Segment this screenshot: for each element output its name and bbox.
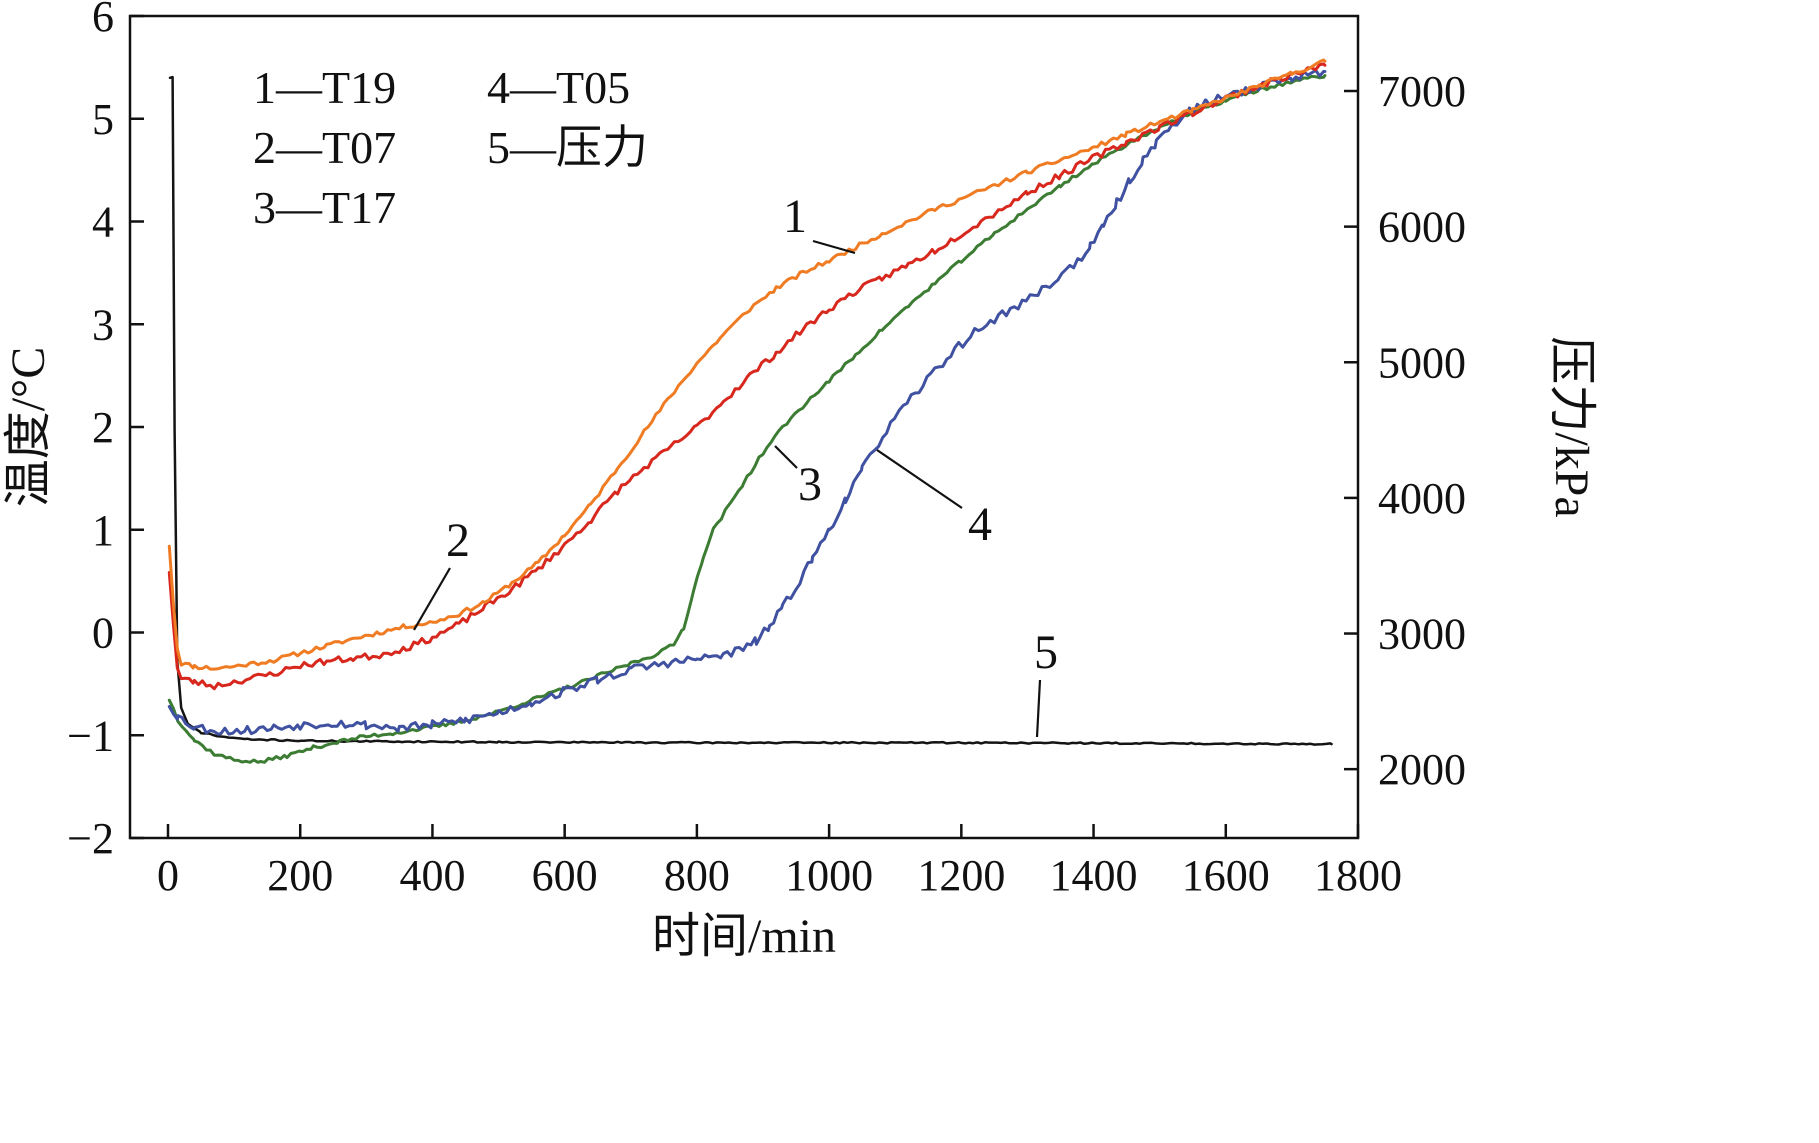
y-right-tick-label: 6000: [1378, 203, 1466, 252]
annotation-label: 1: [783, 190, 807, 243]
x-tick-label: 1600: [1182, 851, 1270, 900]
x-tick-label: 1800: [1314, 851, 1402, 900]
y-left-tick-label: 3: [92, 300, 114, 349]
y-right-tick-label: 5000: [1378, 338, 1466, 387]
y-left-tick-label: −1: [67, 711, 114, 760]
x-tick-label: 0: [157, 851, 179, 900]
legend-item: 5—压力: [487, 122, 648, 173]
y-right-axis-title: 压力/kPa: [1545, 336, 1598, 517]
annotation-label: 2: [446, 514, 470, 567]
y-left-tick-label: −2: [67, 814, 114, 863]
annotation-leader-line: [876, 449, 963, 509]
annotation-label: 5: [1034, 626, 1058, 679]
y-left-tick-label: 1: [92, 506, 114, 555]
y-left-tick-label: 5: [92, 95, 114, 144]
annotation-leader-line: [812, 239, 856, 255]
legend-item: 3—T17: [253, 182, 396, 233]
x-axis-title: 时间/min: [652, 910, 836, 963]
x-tick-label: 800: [664, 851, 730, 900]
y-left-tick-label: 2: [92, 403, 114, 452]
annotation-label: 3: [798, 458, 822, 511]
y-right-tick-label: 7000: [1378, 67, 1466, 116]
annotation-label: 4: [968, 498, 992, 551]
x-tick-label: 400: [399, 851, 465, 900]
series-t17: [167, 74, 1327, 764]
y-right-tick-label: 3000: [1378, 610, 1466, 659]
y-left-tick-label: 6: [92, 0, 114, 41]
y-left-tick-label: 4: [92, 198, 114, 247]
series-pressure: [168, 75, 1333, 746]
annotation-leader-line: [1035, 679, 1042, 738]
y-left-axis-title: 温度/°C: [2, 347, 55, 508]
x-tick-label: 1200: [917, 851, 1005, 900]
y-right-tick-label: 4000: [1378, 474, 1466, 523]
series-t07: [167, 62, 1327, 691]
series-t05: [167, 68, 1327, 736]
legend-item: 1—T19: [253, 62, 396, 113]
annotation-leader-line: [413, 567, 451, 631]
x-tick-label: 200: [267, 851, 333, 900]
y-right-tick-label: 2000: [1378, 745, 1466, 794]
x-tick-label: 1000: [785, 851, 873, 900]
series-t19: [167, 58, 1327, 671]
y-left-tick-label: 0: [92, 609, 114, 658]
annotation-leader-line: [774, 445, 798, 469]
x-tick-label: 600: [532, 851, 598, 900]
legend-item: 4—T05: [487, 62, 630, 113]
x-tick-label: 1400: [1050, 851, 1138, 900]
legend-item: 2—T07: [253, 122, 396, 173]
